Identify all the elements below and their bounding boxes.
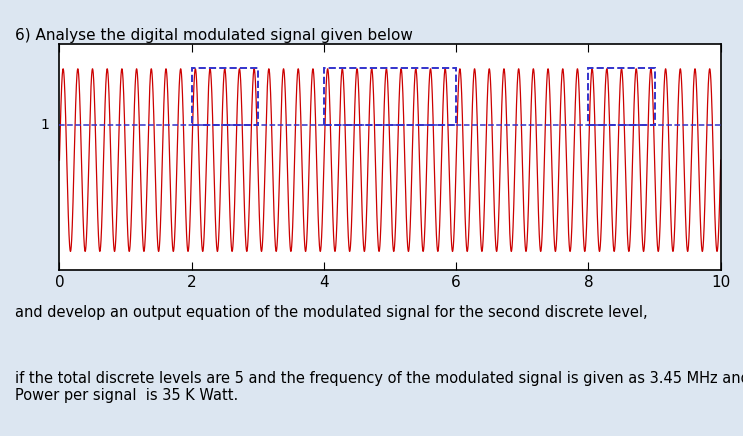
Text: 6) Analyse the digital modulated signal given below: 6) Analyse the digital modulated signal … <box>15 28 412 43</box>
Text: if the total discrete levels are 5 and the frequency of the modulated signal is : if the total discrete levels are 5 and t… <box>15 371 743 403</box>
Bar <box>192 68 258 126</box>
Bar <box>324 68 456 126</box>
Text: and develop an output equation of the modulated signal for the second discrete l: and develop an output equation of the mo… <box>15 305 647 320</box>
Bar <box>588 68 655 126</box>
Text: 1: 1 <box>41 119 50 133</box>
